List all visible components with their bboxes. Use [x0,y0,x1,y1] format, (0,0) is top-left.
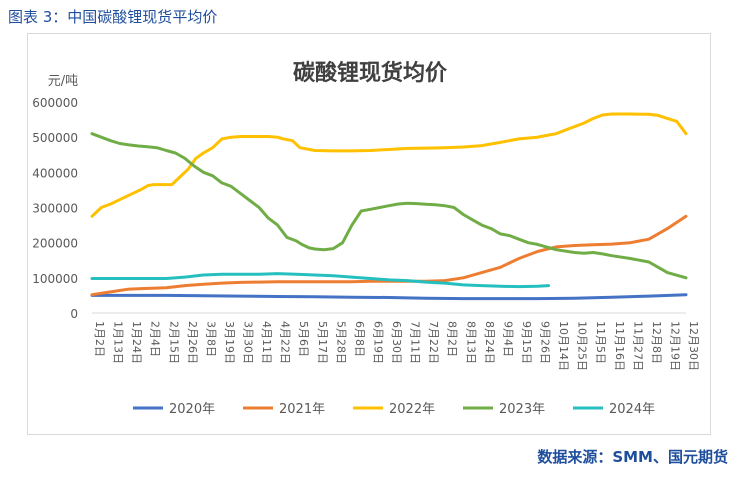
legend-label: 2023年 [499,402,545,417]
x-tick-label: 6月30日 [390,321,403,364]
y-tick-label: 100000 [32,272,78,286]
x-tick-label: 6月19日 [371,321,384,364]
y-tick-label: 600000 [32,96,78,110]
y-axis-label: 元/吨 [48,74,78,89]
x-tick-label: 5月6日 [297,321,310,357]
x-tick-label: 11月27日 [631,321,644,371]
x-tick-label: 4月22日 [279,321,292,364]
legend-label: 2021年 [279,402,325,417]
y-tick-label: 0 [70,307,78,321]
x-tick-label: 1月24日 [130,321,143,364]
series-line [90,214,688,297]
x-tick-label: 3月8日 [204,321,217,357]
x-tick-label: 8月24日 [483,321,496,364]
chart-svg: 碳酸锂现货均价 元/吨 0 100000 200000 300000 400000 500… [32,60,700,417]
y-tick-label: 500000 [32,131,78,145]
y-tick-label: 200000 [32,237,78,251]
x-tick-label: 10月14日 [557,321,570,371]
x-tick-label: 12月30日 [687,321,700,371]
x-tick-label: 2月26日 [186,321,199,364]
x-tick-label: 10月25日 [576,321,589,371]
x-tick-label: 8月13日 [464,321,477,364]
series-lines [90,112,688,301]
x-tick-label: 11月16日 [613,321,626,371]
x-tick-label: 8月2日 [446,321,459,357]
x-tick-label: 2月15日 [167,321,180,364]
legend: 2020年 2021年 2022年 2023年 2024年 [133,402,655,417]
series-line [90,293,688,301]
y-tick-label: 400000 [32,166,78,180]
x-tick-label: 7月11日 [409,321,422,364]
x-tick-label: 3月19日 [223,321,236,364]
series-line [90,272,551,289]
series-line [90,112,688,218]
chart-frame: 碳酸锂现货均价 元/吨 0 100000 200000 300000 400000 500… [27,33,711,435]
legend-label: 2024年 [609,402,655,417]
x-tick-labels: 1月2日 1月13日 1月24日 2月4日 2月15日 2月26日 3月8日 3月19日 3月3… [93,321,700,371]
y-tick-label: 300000 [32,202,78,216]
x-tick-label: 4月11日 [260,321,273,364]
x-tick-label: 9月15日 [520,321,533,364]
x-tick-label: 1月2日 [93,321,106,357]
x-tick-label: 12月8日 [650,321,663,364]
x-tick-label: 5月17日 [316,321,329,364]
source-note: 数据来源：SMM、国元期货 [537,448,728,466]
figure-caption: 图表 3：中国碳酸锂现货平均价 [8,8,218,26]
x-tick-label: 7月22日 [427,321,440,364]
x-tick-label: 9月26日 [539,321,552,364]
chart-title: 碳酸锂现货均价 [293,60,448,86]
y-tick-labels: 0 100000 200000 300000 400000 500000 600000 [32,96,78,321]
x-tick-label: 5月28日 [334,321,347,364]
x-tick-label: 9月4日 [501,321,514,357]
x-tick-label: 3月30日 [242,321,255,364]
x-tick-label: 12月19日 [668,321,681,371]
series-line [90,132,688,280]
x-tick-label: 1月13日 [112,321,125,364]
x-tick-label: 2月4日 [149,321,162,357]
x-tick-label: 11月5日 [594,321,607,364]
legend-label: 2020年 [169,402,215,417]
legend-label: 2022年 [389,402,435,417]
x-tick-label: 6月8日 [353,321,366,357]
